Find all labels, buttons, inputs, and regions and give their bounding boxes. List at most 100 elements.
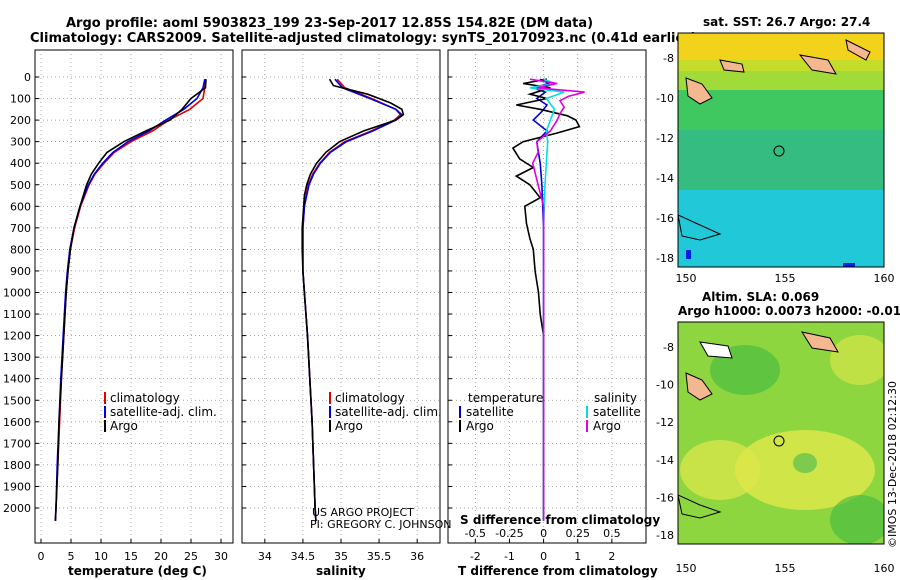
map-lat-tick-label: -18: [656, 252, 674, 265]
s-diff-tick-label: 0.5: [603, 527, 621, 540]
project-credit: US ARGO PROJECT: [312, 506, 414, 519]
x-tick-label: -1: [504, 550, 515, 563]
series-line-salinity-argo: [529, 78, 585, 521]
difference-legend: temperature satellite Argo salinity sate…: [459, 391, 641, 433]
difference-panel-frame: [447, 49, 647, 544]
sst-cold-pixel: [843, 263, 855, 267]
sla-landmass: [699, 341, 733, 359]
x-tick-label: -2: [470, 550, 481, 563]
depth-tick-label: 700: [10, 222, 31, 235]
depth-tick-label: 1700: [3, 437, 31, 450]
depth-tick-label: 600: [10, 200, 31, 213]
x-tick-label: 34.5: [291, 550, 316, 563]
sst-map: [677, 32, 885, 268]
series-line-climatology: [302, 78, 402, 521]
salinity-axis-label: salinity: [316, 564, 366, 578]
series-line-argo: [301, 78, 405, 521]
legend-argo-label: Argo: [110, 419, 138, 433]
series-line-argo: [54, 79, 207, 521]
s-diff-tick-label: -0.25: [495, 527, 523, 540]
sst-coastline: [678, 214, 722, 241]
x-tick-label: 35: [334, 550, 348, 563]
legend-satellite-label: satellite-adj. clim.: [335, 405, 442, 419]
salinity-panel-frame: [241, 49, 441, 544]
sst-float-marker: [773, 145, 785, 157]
figure-title-1: Argo profile: aoml 5903823_199 23-Sep-20…: [66, 16, 593, 31]
depth-tick-label: 1900: [3, 480, 31, 493]
legend-temperature-heading: temperature: [468, 391, 543, 405]
map-lat-tick-label: -14: [656, 454, 674, 467]
depth-tick-label: 1500: [3, 394, 31, 407]
sst-landmass: [685, 77, 713, 105]
legend-argo-label: Argo: [335, 419, 363, 433]
series-line-temperature-argo: [511, 78, 581, 521]
x-tick-label: 0: [540, 550, 547, 563]
t-difference-axis-label: T difference from climatology: [458, 564, 658, 578]
depth-tick-label: 900: [10, 265, 31, 278]
map-lon-tick-label: 160: [874, 562, 895, 575]
sla-map: [677, 321, 885, 545]
salinity-legend: climatology satellite-adj. clim. Argo: [329, 391, 442, 433]
x-axis-ticks: 0 5 10 15 20 25 30 34 34.5 35 35.5 36 -2 -1 0 1 2 -0.5 -0.…: [38, 527, 621, 563]
depth-tick-label: 300: [10, 136, 31, 149]
sst-map-frame: [677, 32, 885, 268]
depth-axis-ticks: 0 100 200 300 400 500 600 700 800 900 1000 1100 1200…: [3, 71, 452, 515]
legend-s-argo-label: Argo: [593, 419, 621, 433]
temperature-panel-frame: [34, 49, 234, 544]
depth-tick-label: 1800: [3, 459, 31, 472]
sla-low-anomaly: [793, 453, 817, 473]
depth-tick-label: 2000: [3, 502, 31, 515]
series-layer: [54, 78, 585, 521]
depth-tick-label: 1000: [3, 287, 31, 300]
depth-tick-label: 1100: [3, 308, 31, 321]
sst-warm-transition: [678, 60, 884, 90]
pi-credit: PI: GREGORY C. JOHNSON: [310, 518, 451, 531]
temperature-legend: climatology satellite-adj. clim. Argo: [104, 391, 217, 433]
map-lon-tick-label: 155: [775, 272, 796, 285]
sla-map-frame: [677, 321, 885, 545]
x-tick-label: 25: [184, 550, 198, 563]
depth-tick-label: 1400: [3, 373, 31, 386]
depth-tick-label: 0: [24, 71, 31, 84]
depth-tick-label: 400: [10, 157, 31, 170]
map-lat-tick-label: -16: [656, 212, 674, 225]
sla-high-anomaly: [680, 440, 760, 500]
x-tick-label: 15: [124, 550, 138, 563]
x-tick-label: 36: [410, 550, 424, 563]
legend-satellite-label: satellite-adj. clim.: [110, 405, 217, 419]
series-line-satellite-adj-clim-: [54, 79, 206, 521]
series-line-climatology: [54, 79, 207, 521]
x-tick-label: 30: [214, 550, 228, 563]
imos-timestamp: ©IMOS 13-Dec-2018 02:12:30: [886, 381, 899, 548]
map-lon-tick-label: 150: [676, 272, 697, 285]
sst-landmass: [719, 59, 745, 73]
depth-tick-label: 1200: [3, 330, 31, 343]
depth-tick-label: 500: [10, 179, 31, 192]
legend-climatology-label: climatology: [335, 391, 405, 405]
legend-t-satellite-label: satellite: [466, 405, 514, 419]
map-lon-tick-label: 150: [676, 562, 697, 575]
x-tick-label: 2: [608, 550, 615, 563]
map-lat-tick-label: -10: [656, 379, 674, 392]
map-lat-tick-label: -18: [656, 529, 674, 542]
x-tick-label: 34: [258, 550, 272, 563]
sla-float-marker: [773, 435, 785, 447]
legend-s-satellite-label: satellite: [593, 405, 641, 419]
series-line-temperature-satellite: [530, 78, 551, 521]
s-diff-tick-label: -0.5: [465, 527, 486, 540]
map-lat-tick-label: -10: [656, 92, 674, 105]
legend-climatology-label: climatology: [110, 391, 180, 405]
sla-map-title-1: Altim. SLA: 0.069: [702, 290, 819, 304]
legend-t-argo-label: Argo: [466, 419, 494, 433]
legend-salinity-heading: salinity: [594, 391, 637, 405]
x-tick-label: 35.5: [367, 550, 392, 563]
map-lon-tick-label: 155: [775, 562, 796, 575]
depth-tick-label: 200: [10, 114, 31, 127]
sst-landmass: [798, 54, 837, 75]
map-lat-tick-label: -12: [656, 132, 674, 145]
s-diff-tick-label: 0.25: [565, 527, 590, 540]
x-tick-label: 5: [68, 550, 75, 563]
map-lat-tick-label: -16: [656, 491, 674, 504]
